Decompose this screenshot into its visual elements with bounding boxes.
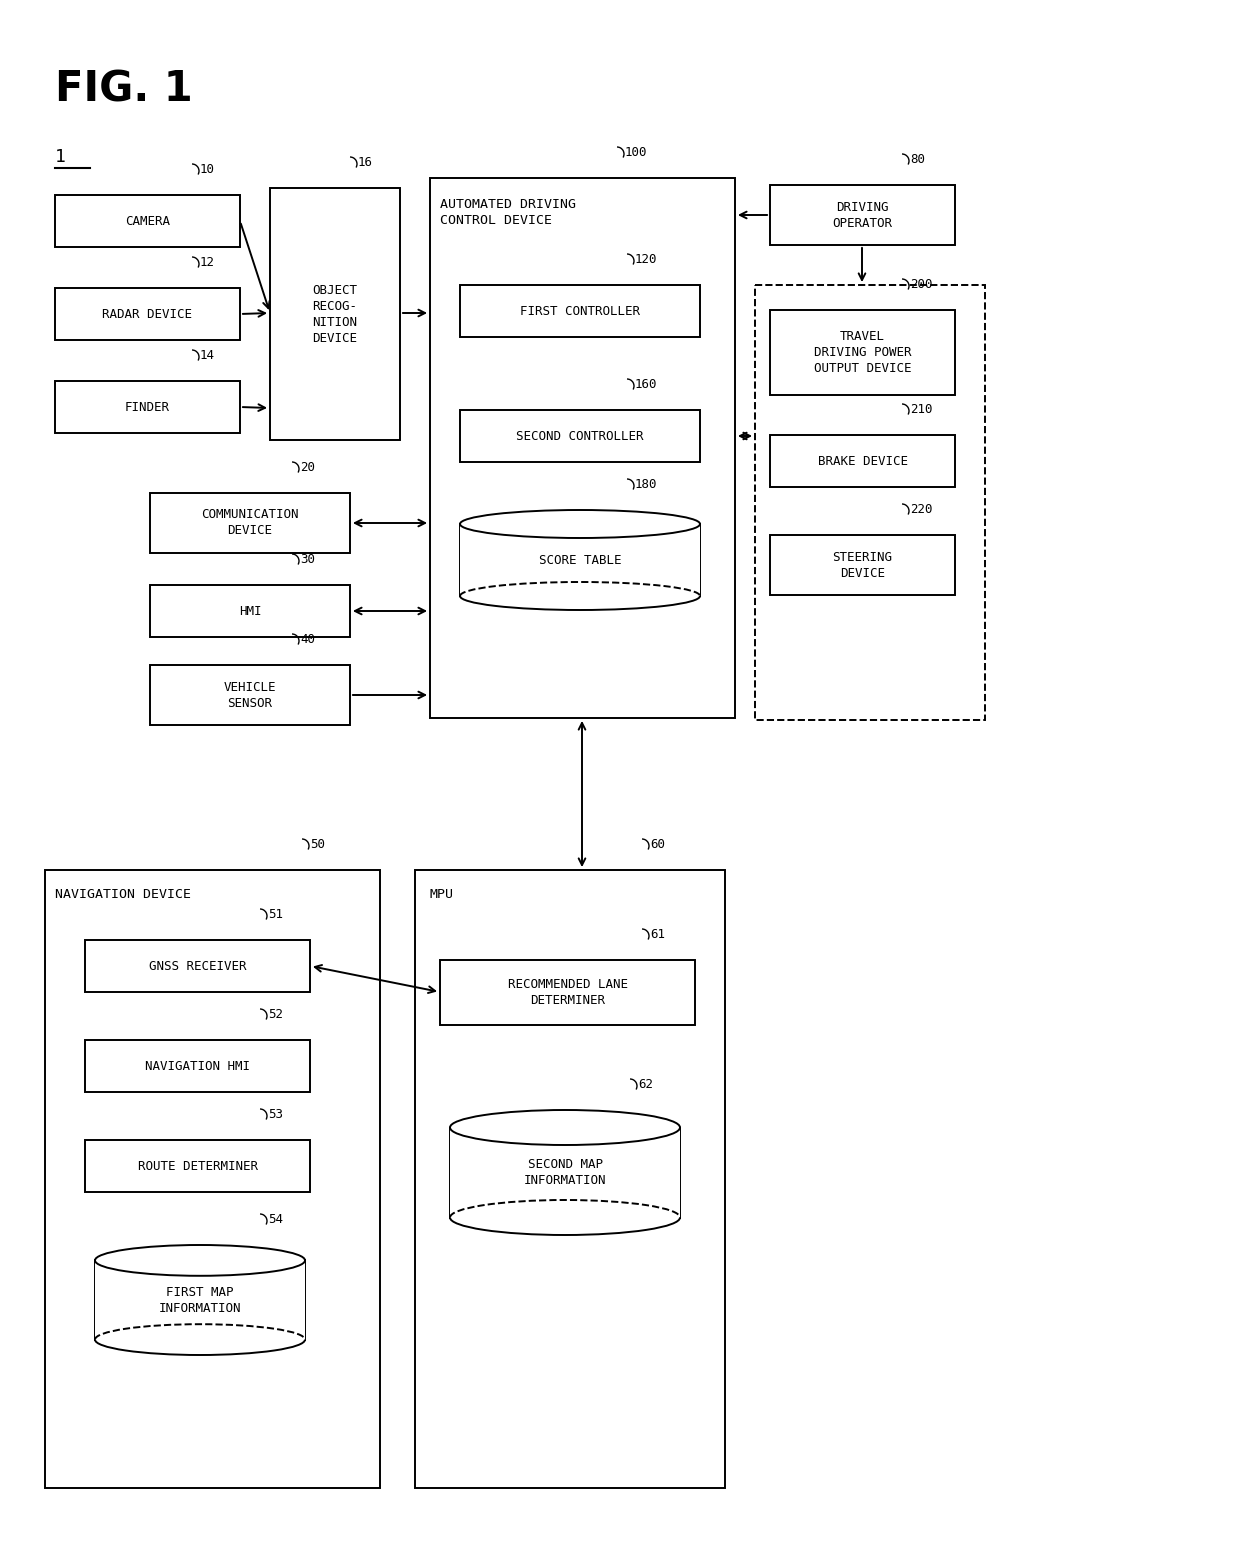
Text: 10: 10 [200,163,215,176]
Bar [45,870,379,1488]
Text: 100: 100 [625,146,647,159]
Text: 20: 20 [300,461,315,473]
Ellipse shape [450,1110,680,1144]
Bar [55,288,241,339]
Text: 52: 52 [268,1007,283,1021]
Bar [770,310,955,395]
Bar [55,195,241,248]
Text: 40: 40 [300,634,315,646]
Text: FIRST MAP
INFORMATION: FIRST MAP INFORMATION [159,1286,242,1314]
Text: TRAVEL
DRIVING POWER
OUTPUT DEVICE: TRAVEL DRIVING POWER OUTPUT DEVICE [813,330,911,375]
Bar [460,525,701,596]
Text: CAMERA: CAMERA [125,215,170,227]
Text: 62: 62 [639,1077,653,1091]
Text: AUTOMATED DRIVING
CONTROL DEVICE: AUTOMATED DRIVING CONTROL DEVICE [440,198,577,227]
Text: HMI: HMI [239,604,262,618]
Text: 53: 53 [268,1109,283,1121]
Bar [150,494,350,553]
Text: 54: 54 [268,1213,283,1225]
Text: 160: 160 [635,378,657,391]
Text: FIRST CONTROLLER: FIRST CONTROLLER [520,305,640,318]
Text: OBJECT
RECOG-
NITION
DEVICE: OBJECT RECOG- NITION DEVICE [312,283,357,344]
Text: 12: 12 [200,255,215,269]
Bar [86,1040,310,1091]
Text: BRAKE DEVICE: BRAKE DEVICE [817,455,908,467]
Text: FIG. 1: FIG. 1 [55,69,192,111]
Text: 14: 14 [200,349,215,361]
Text: NAVIGATION HMI: NAVIGATION HMI [145,1059,250,1073]
Text: STEERING
DEVICE: STEERING DEVICE [832,551,893,579]
Text: SCORE TABLE: SCORE TABLE [538,553,621,567]
Bar [460,409,701,462]
Text: 80: 80 [910,153,925,167]
Text: VEHICLE
SENSOR: VEHICLE SENSOR [223,680,277,710]
Text: 50: 50 [310,838,325,852]
Bar [770,536,955,595]
Text: 30: 30 [300,553,315,567]
Text: NAVIGATION DEVICE: NAVIGATION DEVICE [55,887,191,902]
Bar [755,285,985,719]
Bar [150,665,350,726]
Text: 180: 180 [635,478,657,490]
Text: 16: 16 [358,156,373,170]
Bar [55,381,241,433]
Text: GNSS RECEIVER: GNSS RECEIVER [149,959,247,973]
Bar [770,434,955,487]
Text: DRIVING
OPERATOR: DRIVING OPERATOR [832,201,893,229]
Bar [95,1261,305,1339]
Text: 1: 1 [55,148,66,167]
Ellipse shape [95,1246,305,1275]
Text: MPU: MPU [430,887,454,902]
Bar [460,285,701,336]
Text: 200: 200 [910,279,932,291]
Bar [270,188,401,441]
Bar [150,585,350,637]
Text: 210: 210 [910,403,932,416]
Bar [430,177,735,718]
Bar [770,185,955,244]
Text: COMMUNICATION
DEVICE: COMMUNICATION DEVICE [201,509,299,537]
Text: 51: 51 [268,908,283,922]
Text: ROUTE DETERMINER: ROUTE DETERMINER [138,1160,258,1172]
Text: SECOND CONTROLLER: SECOND CONTROLLER [516,430,644,442]
Text: RECOMMENDED LANE
DETERMINER: RECOMMENDED LANE DETERMINER [507,978,627,1007]
Bar [86,940,310,992]
Text: 220: 220 [910,503,932,515]
Bar [86,1140,310,1193]
Bar [415,870,725,1488]
Bar [450,1127,680,1218]
Text: 60: 60 [650,838,665,852]
Text: 61: 61 [650,928,665,940]
Bar [440,961,694,1025]
Text: RADAR DEVICE: RADAR DEVICE [103,307,192,321]
Text: FINDER: FINDER [125,400,170,414]
Text: SECOND MAP
INFORMATION: SECOND MAP INFORMATION [523,1158,606,1186]
Ellipse shape [460,511,701,539]
Text: 120: 120 [635,252,657,266]
